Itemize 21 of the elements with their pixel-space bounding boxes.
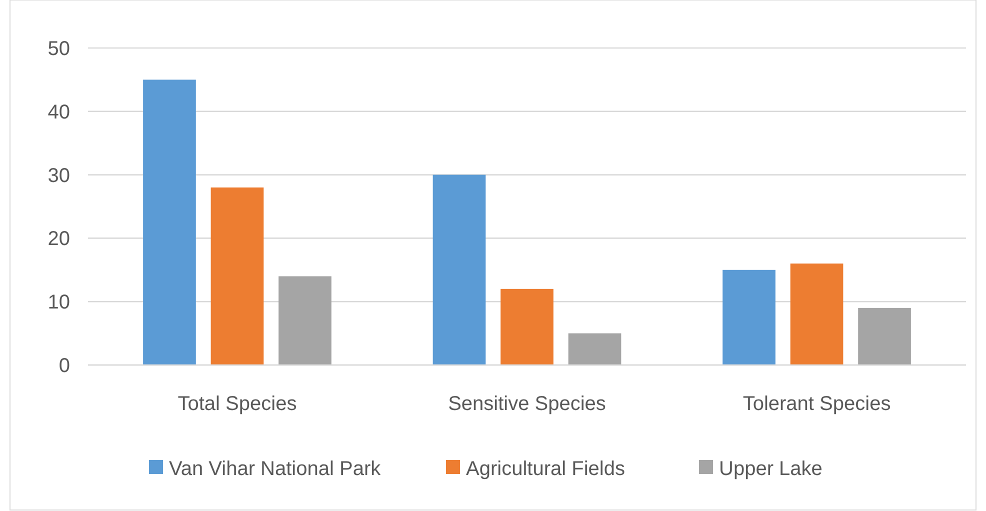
legend-label: Upper Lake [719, 458, 822, 480]
x-tick-label: Sensitive Species [448, 393, 606, 415]
legend-label: Van Vihar National Park [169, 458, 382, 480]
x-tick-label: Tolerant Species [742, 393, 891, 415]
y-tick-label: 30 [48, 164, 70, 187]
bar [500, 288, 554, 365]
y-tick-label: 50 [48, 38, 70, 60]
y-tick-label: 0 [58, 355, 70, 377]
y-tick-label: 40 [48, 101, 70, 124]
bar [722, 270, 776, 365]
bar [143, 80, 196, 365]
y-tick-label: 20 [48, 228, 70, 250]
bar [432, 174, 486, 365]
x-tick-label: Total Species [178, 393, 297, 415]
legend-label: Agricultural Fields [466, 458, 625, 480]
bar [568, 333, 622, 365]
bar [210, 187, 264, 365]
y-tick-label: 10 [48, 292, 70, 314]
bar [278, 276, 332, 365]
bar [858, 308, 911, 365]
bar [790, 264, 844, 365]
